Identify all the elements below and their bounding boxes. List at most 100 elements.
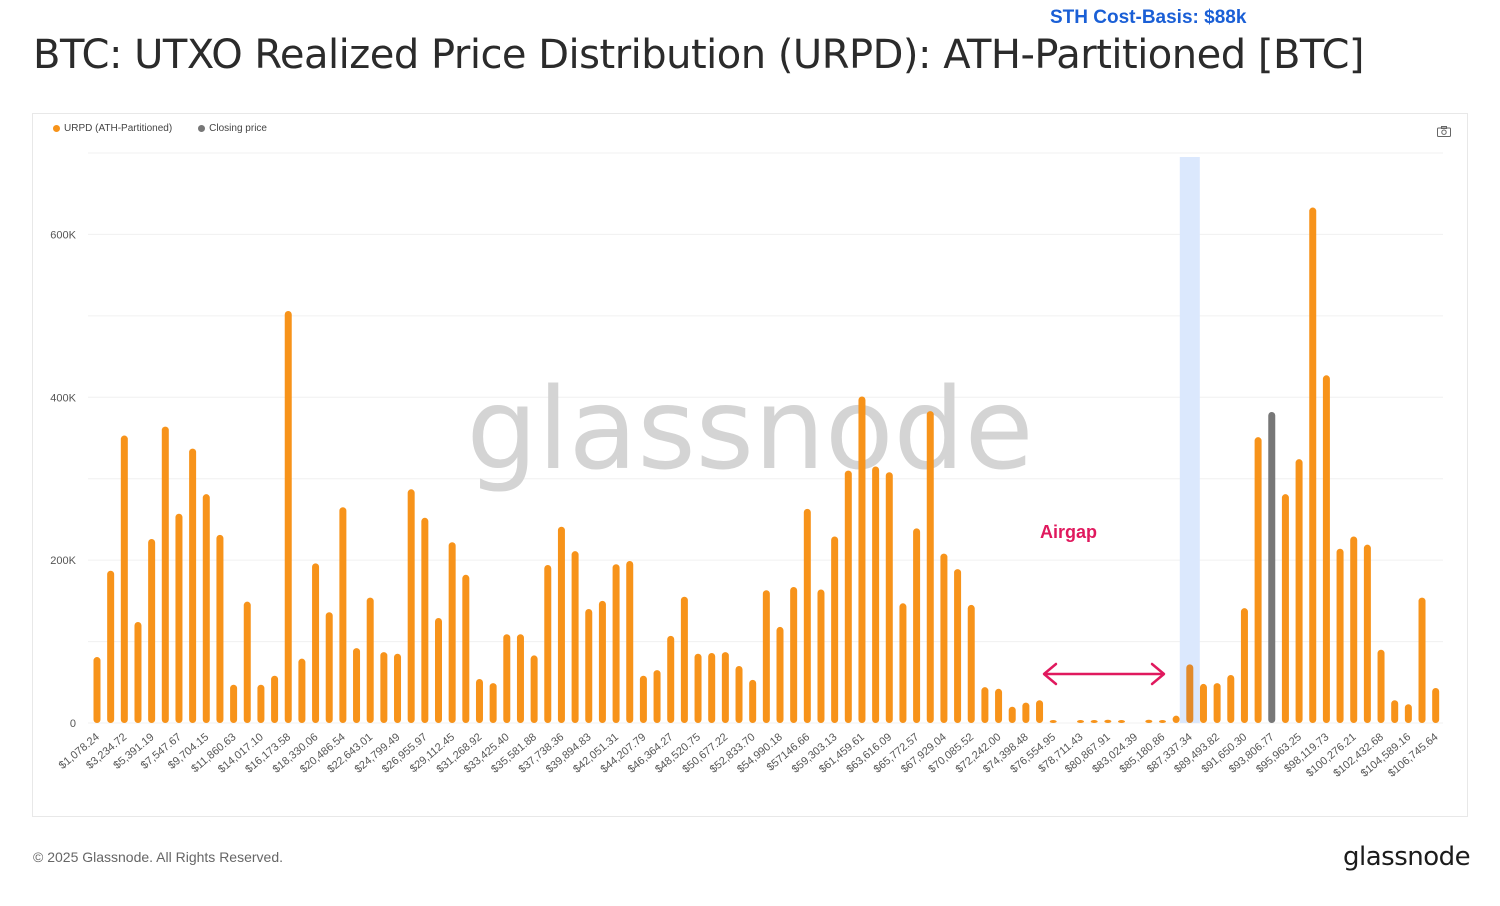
bar[interactable] <box>803 508 811 723</box>
bar[interactable] <box>1240 608 1248 723</box>
bar[interactable] <box>735 666 743 723</box>
bar[interactable] <box>926 411 934 723</box>
bar[interactable] <box>721 652 729 723</box>
bar[interactable] <box>175 513 183 723</box>
bar[interactable] <box>312 563 320 723</box>
bar[interactable] <box>394 653 402 723</box>
bar[interactable] <box>844 470 852 723</box>
bar[interactable] <box>421 517 429 723</box>
bar[interactable] <box>298 658 306 723</box>
bar[interactable] <box>1145 719 1153 723</box>
bar[interactable] <box>858 396 866 723</box>
bar[interactable] <box>557 526 565 723</box>
bar[interactable] <box>967 604 975 723</box>
bar[interactable] <box>475 679 483 723</box>
camera-icon[interactable] <box>1437 126 1451 137</box>
bar[interactable] <box>1049 720 1057 723</box>
bar[interactable] <box>667 635 675 723</box>
bar[interactable] <box>1404 704 1412 723</box>
bar[interactable] <box>585 609 593 723</box>
bar[interactable] <box>530 655 538 723</box>
bar[interactable] <box>981 687 989 723</box>
bar[interactable] <box>653 670 661 723</box>
bar[interactable] <box>680 596 688 723</box>
bar[interactable] <box>1158 720 1166 723</box>
bar[interactable] <box>435 617 442 723</box>
bar[interactable] <box>1418 597 1426 723</box>
bar[interactable] <box>899 603 907 723</box>
bar[interactable] <box>93 657 101 723</box>
bar-closing-price[interactable] <box>1268 411 1276 723</box>
bar[interactable] <box>353 648 361 723</box>
bar[interactable] <box>134 622 142 723</box>
bar[interactable] <box>1227 674 1235 723</box>
bar[interactable] <box>1309 207 1317 724</box>
bar[interactable] <box>230 684 238 723</box>
bar[interactable] <box>257 684 265 723</box>
bar[interactable] <box>161 426 169 723</box>
bar[interactable] <box>995 688 1003 723</box>
bar[interactable] <box>1104 719 1112 723</box>
bar[interactable] <box>940 553 948 723</box>
bar[interactable] <box>339 507 347 723</box>
bar[interactable] <box>1391 700 1399 723</box>
bar[interactable] <box>1254 437 1262 723</box>
bar[interactable] <box>776 626 784 723</box>
bar[interactable] <box>872 466 880 724</box>
bar[interactable] <box>462 574 470 723</box>
bar[interactable] <box>1281 494 1289 723</box>
bar[interactable] <box>1363 544 1371 723</box>
bar[interactable] <box>790 587 798 723</box>
legend-item-closing-price[interactable]: Closing price <box>198 123 267 134</box>
bar[interactable] <box>1186 664 1194 723</box>
bar[interactable] <box>380 652 388 723</box>
bar[interactable] <box>448 542 456 723</box>
bar[interactable] <box>1322 375 1330 723</box>
bar[interactable] <box>107 570 115 723</box>
bar[interactable] <box>954 569 962 723</box>
bar[interactable] <box>544 565 552 723</box>
bar[interactable] <box>325 612 333 723</box>
bar[interactable] <box>1377 649 1385 723</box>
bar[interactable] <box>1036 700 1044 723</box>
bar[interactable] <box>1077 720 1085 723</box>
bar[interactable] <box>148 538 156 723</box>
bar[interactable] <box>598 600 606 723</box>
bar[interactable] <box>1213 683 1221 723</box>
bar[interactable] <box>407 489 415 723</box>
bar[interactable] <box>1172 715 1180 723</box>
bar[interactable] <box>284 310 292 723</box>
bar[interactable] <box>489 683 497 723</box>
bar[interactable] <box>762 590 770 723</box>
bar[interactable] <box>1199 683 1207 723</box>
bar[interactable] <box>817 589 825 723</box>
bar[interactable] <box>202 494 210 723</box>
legend-item-urpd[interactable]: URPD (ATH-Partitioned) <box>53 123 172 134</box>
bar[interactable] <box>366 597 374 723</box>
bar[interactable] <box>749 679 757 723</box>
bar[interactable] <box>612 564 620 723</box>
bar[interactable] <box>1336 548 1344 723</box>
bar[interactable] <box>626 560 634 723</box>
bar[interactable] <box>1090 720 1098 723</box>
bar[interactable] <box>1350 536 1358 723</box>
bar[interactable] <box>503 634 511 723</box>
bar[interactable] <box>571 551 579 723</box>
bar[interactable] <box>516 634 524 723</box>
bar[interactable] <box>120 435 128 723</box>
bar[interactable] <box>189 448 197 723</box>
bar[interactable] <box>885 472 893 723</box>
bar[interactable] <box>216 534 224 723</box>
bar[interactable] <box>1008 706 1016 723</box>
bar[interactable] <box>708 652 716 723</box>
bar[interactable] <box>831 536 839 723</box>
bar[interactable] <box>1022 702 1030 723</box>
bar[interactable] <box>1295 459 1303 723</box>
bar[interactable] <box>1432 687 1440 723</box>
bar[interactable] <box>243 601 251 723</box>
bar[interactable] <box>271 675 279 723</box>
bar[interactable] <box>1118 720 1125 723</box>
bar[interactable] <box>694 653 702 723</box>
bar[interactable] <box>913 528 921 723</box>
bar[interactable] <box>639 675 647 723</box>
